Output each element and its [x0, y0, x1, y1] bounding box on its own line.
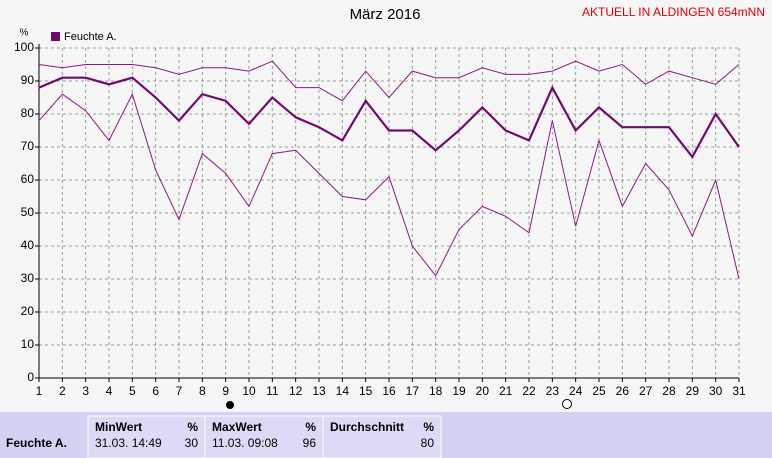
x-tick-label: 23: [546, 384, 560, 398]
x-tick-label: 22: [522, 384, 536, 398]
column-value: 30: [185, 436, 199, 450]
cell: [322, 415, 442, 458]
x-tick-label: 15: [359, 384, 373, 398]
x-tick-label: 13: [312, 384, 326, 398]
column-value: 80: [421, 436, 435, 450]
x-tick-label: 26: [616, 384, 630, 398]
x-tick-label: 21: [499, 384, 513, 398]
x-tick-label: 20: [476, 384, 490, 398]
legend-label: Feuchte A.: [64, 31, 117, 43]
x-tick-label: 27: [639, 384, 653, 398]
y-tick-label: 30: [21, 271, 35, 285]
x-tick-label: 5: [129, 384, 136, 398]
x-tick-label: 29: [686, 384, 700, 398]
moon-icon: [562, 399, 572, 409]
cell: [204, 415, 324, 458]
column-title: MinWert: [95, 420, 142, 434]
series-line: [38, 92, 740, 280]
column-unit: %: [305, 420, 316, 434]
y-tick-label: 20: [21, 304, 35, 318]
y-label: %: [20, 28, 29, 39]
x-tick-label: 18: [429, 384, 443, 398]
x-tick-label: 30: [709, 384, 723, 398]
x-tick-label: 10: [242, 384, 256, 398]
x-tick-label: 8: [199, 384, 206, 398]
x-tick-label: 24: [569, 384, 583, 398]
x-tick-label: 17: [406, 384, 420, 398]
legend-swatch: [51, 32, 60, 41]
x-tick-label: 11: [266, 384, 279, 398]
annotation: AKTUELL IN ALDINGEN 654mNN: [582, 5, 765, 19]
x-tick-label: 12: [289, 384, 303, 398]
series-line: [38, 60, 740, 102]
x-tick-label: 7: [176, 384, 183, 398]
x-tick-label: 14: [336, 384, 350, 398]
y-tick-label: 100: [14, 40, 34, 54]
x-tick-label: 28: [662, 384, 676, 398]
y-tick-label: 70: [21, 139, 35, 153]
x-tick-label: 3: [82, 384, 89, 398]
x-tick-label: 2: [59, 384, 66, 398]
series-line: [38, 76, 740, 159]
moon-icon: [226, 401, 234, 409]
cell: [87, 415, 206, 458]
y-tick-label: 90: [21, 73, 35, 87]
background: [0, 0, 772, 412]
y-tick-label: 50: [21, 205, 35, 219]
column-title: Durchschnitt: [330, 420, 404, 434]
x-tick-label: 6: [152, 384, 159, 398]
y-tick-label: 60: [21, 172, 35, 186]
column-title: MaxWert: [212, 420, 262, 434]
y-tick-label: 80: [21, 106, 35, 120]
x-tick-label: 4: [106, 384, 113, 398]
y-tick-label: 40: [21, 238, 35, 252]
x-tick-label: 9: [222, 384, 229, 398]
x-tick-label: 1: [36, 384, 43, 398]
column-unit: %: [187, 420, 198, 434]
column-unit: %: [423, 420, 434, 434]
x-tick-label: 31: [732, 384, 746, 398]
column-when: 11.03. 09:08: [212, 436, 278, 450]
column-value: 96: [303, 436, 317, 450]
x-tick-label: 16: [382, 384, 396, 398]
row-label: Feuchte A.: [6, 436, 67, 450]
chart-title: März 2016: [350, 6, 421, 23]
column-when: 31.03. 14:49: [95, 436, 162, 450]
y-tick-label: 0: [27, 370, 34, 384]
x-tick-label: 25: [592, 384, 606, 398]
y-tick-label: 10: [21, 337, 35, 351]
x-tick-label: 19: [452, 384, 466, 398]
